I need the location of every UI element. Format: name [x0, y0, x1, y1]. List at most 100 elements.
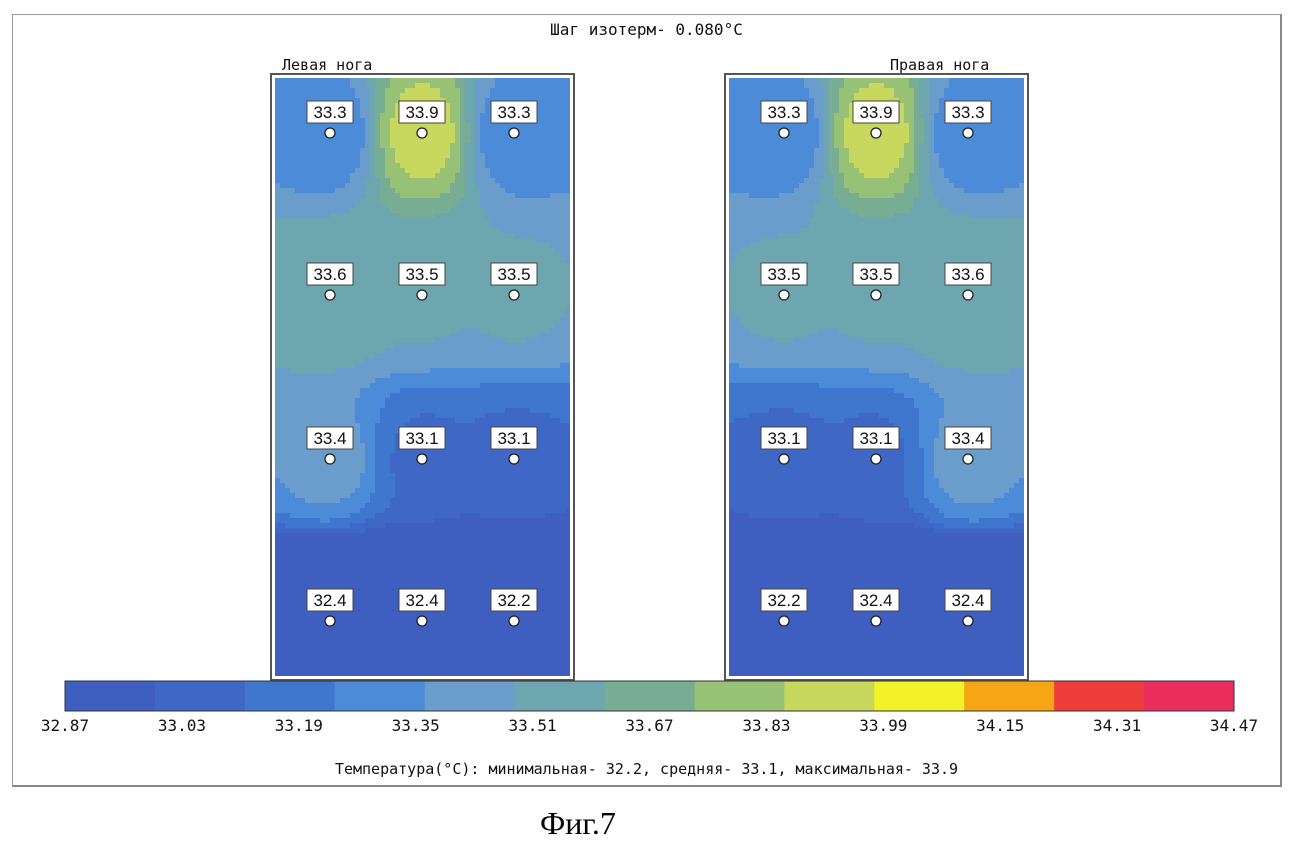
heatmap-cell — [290, 498, 296, 504]
heatmap-cell — [345, 78, 351, 84]
heatmap-cell — [445, 128, 451, 134]
heatmap-cell — [490, 333, 496, 339]
heatmap-cell — [400, 313, 406, 319]
heatmap-cell — [555, 198, 561, 204]
heatmap-cell — [545, 493, 551, 499]
heatmap-cell — [500, 233, 506, 239]
heatmap-cell — [460, 143, 466, 149]
heatmap-cell — [435, 498, 441, 504]
heatmap-cell — [475, 193, 481, 199]
heatmap-cell — [555, 233, 561, 239]
heatmap-cell — [310, 408, 316, 414]
heatmap-cell — [565, 393, 570, 399]
heatmap-cell — [310, 253, 316, 259]
heatmap-cell — [550, 213, 556, 219]
heatmap-cell — [495, 368, 501, 374]
heatmap-cell — [565, 283, 570, 289]
heatmap-cell — [465, 298, 471, 304]
heatmap-cell — [470, 458, 476, 464]
heatmap-cell — [365, 258, 371, 264]
heatmap-cell — [380, 213, 386, 219]
heatmap-cell — [285, 333, 291, 339]
heatmap-cell — [565, 458, 570, 464]
heatmap-cell — [455, 193, 461, 199]
heatmap-cell — [500, 328, 506, 334]
heatmap-cell — [300, 298, 306, 304]
heatmap-cell — [275, 208, 281, 214]
heatmap-cell — [525, 358, 531, 364]
heatmap-cell — [520, 173, 526, 179]
heatmap-cell — [400, 328, 406, 334]
heatmap-cell — [370, 483, 376, 489]
heatmap-cell — [445, 238, 451, 244]
heatmap-cell — [350, 288, 356, 294]
heatmap-cell — [385, 343, 391, 349]
heatmap-cell — [535, 153, 541, 159]
heatmap-cell — [465, 388, 471, 394]
heatmap-cell — [300, 203, 306, 209]
heatmap-cell — [405, 413, 411, 419]
heatmap-cell — [420, 143, 426, 149]
heatmap-cell — [320, 468, 326, 474]
heatmap-cell — [480, 103, 486, 109]
heatmap-cell — [360, 123, 366, 129]
heatmap-cell — [315, 378, 321, 384]
heatmap-cell — [290, 188, 296, 194]
heatmap-cell — [535, 378, 541, 384]
heatmap-cell — [315, 398, 321, 404]
heatmap-cell — [465, 98, 471, 104]
heatmap-cell — [530, 163, 536, 169]
heatmap-cell — [380, 278, 386, 284]
heatmap-cell — [550, 473, 556, 479]
heatmap-cell — [410, 413, 416, 419]
heatmap-cell — [275, 238, 281, 244]
heatmap-cell — [380, 493, 386, 499]
heatmap-cell — [440, 238, 446, 244]
heatmap-cell — [350, 123, 356, 129]
heatmap-cell — [390, 113, 396, 119]
heatmap-cell — [550, 88, 556, 94]
heatmap-cell — [430, 313, 436, 319]
heatmap-cell — [525, 388, 531, 394]
heatmap-cell — [540, 203, 546, 209]
heatmap-cell — [390, 418, 396, 424]
heatmap-cell — [315, 408, 321, 414]
heatmap-cell — [405, 218, 411, 224]
heatmap-cell — [465, 183, 471, 189]
heatmap-cell — [390, 268, 396, 274]
heatmap-cell — [440, 78, 446, 84]
heatmap-cell — [525, 78, 531, 84]
heatmap-cell — [460, 113, 466, 119]
heatmap-cell — [525, 303, 531, 309]
heatmap-cell — [495, 353, 501, 359]
heatmap-cell — [355, 193, 361, 199]
heatmap-cell — [315, 308, 321, 314]
heatmap-cell — [435, 418, 441, 424]
heatmap-cell — [350, 493, 356, 499]
heatmap-cell — [515, 328, 521, 334]
heatmap-cell — [320, 383, 326, 389]
heatmap-cell — [320, 353, 326, 359]
heatmap-cell — [360, 403, 366, 409]
heatmap-cell — [385, 108, 391, 114]
heatmap-cell — [450, 418, 456, 424]
heatmap-cell — [445, 368, 451, 374]
heatmap-cell — [460, 98, 466, 104]
heatmap-cell — [360, 498, 366, 504]
heatmap-cell — [525, 313, 531, 319]
heatmap-cell — [405, 343, 411, 349]
heatmap-cell — [425, 203, 431, 209]
heatmap-cell — [385, 398, 391, 404]
heatmap-cell — [450, 438, 456, 444]
heatmap-cell — [280, 453, 286, 459]
heatmap-cell — [555, 108, 561, 114]
heatmap-cell — [315, 453, 321, 459]
heatmap-cell — [390, 118, 396, 124]
heatmap-cell — [565, 383, 570, 389]
heatmap-cell — [520, 208, 526, 214]
heatmap-cell — [330, 398, 336, 404]
heatmap-cell — [290, 363, 296, 369]
heatmap-cell — [355, 413, 361, 419]
heatmap-cell — [345, 493, 351, 499]
heatmap-cell — [440, 128, 446, 134]
